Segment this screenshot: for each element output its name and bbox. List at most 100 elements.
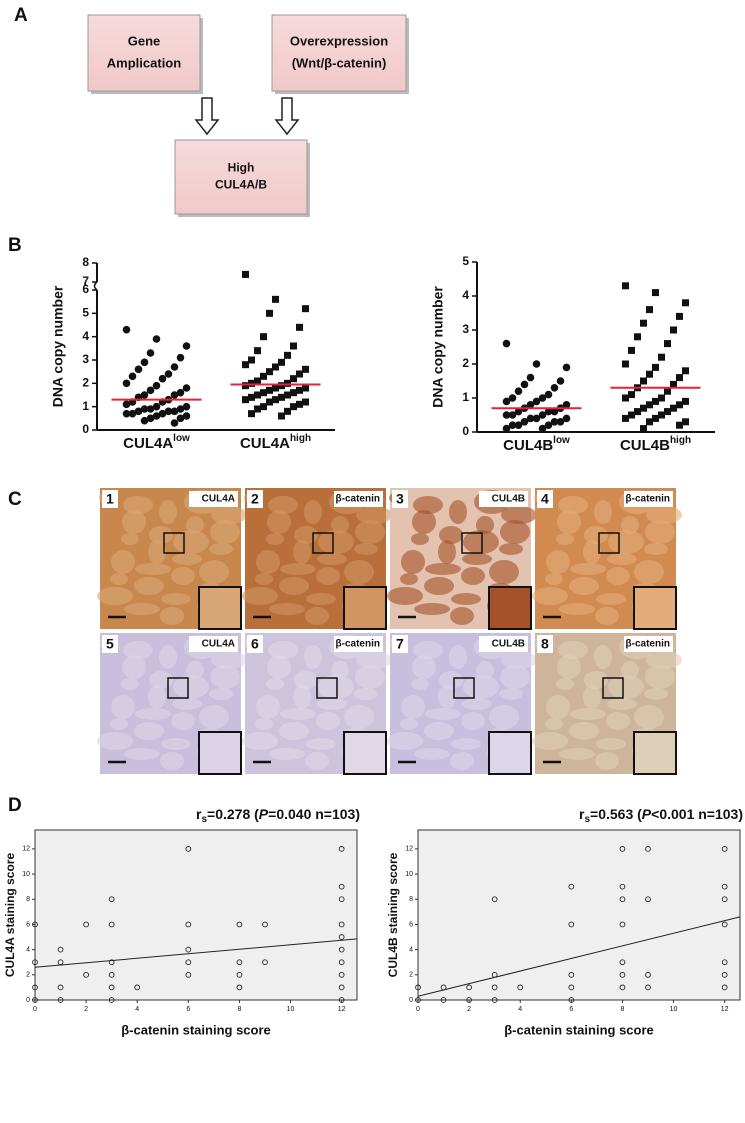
zoom-box (602, 677, 624, 699)
tissue-texture (387, 587, 423, 605)
y-tick-label: 6 (26, 921, 30, 928)
data-point (562, 414, 571, 423)
data-point (556, 377, 565, 385)
tissue-texture (451, 593, 481, 605)
tissue-texture (316, 567, 340, 585)
tissue-texture (401, 695, 425, 719)
data-point (556, 418, 565, 426)
tissue-texture (123, 641, 153, 659)
tissue-texture (500, 665, 530, 689)
data-point (721, 921, 728, 928)
tissue-texture (306, 738, 336, 750)
data-point (296, 400, 303, 408)
tissue-texture (171, 567, 195, 585)
tissue-texture (646, 651, 682, 669)
tissue-texture (570, 708, 606, 720)
micrograph-label: β-catenin (626, 639, 670, 650)
x-tick-label: 2 (467, 1006, 471, 1013)
arrow (274, 97, 300, 136)
tissue-texture (173, 675, 209, 699)
data-point (272, 363, 279, 371)
data-point (619, 921, 626, 928)
inset (343, 586, 387, 630)
tissue-texture (634, 560, 664, 584)
tissue-texture (644, 688, 668, 700)
tissue-texture (449, 500, 467, 524)
data-point (676, 312, 683, 320)
zoom-box (598, 532, 620, 554)
stat-annotation: rs=0.563 (P<0.001 n=103) (579, 806, 743, 825)
tissue-texture (266, 678, 284, 690)
data-point (170, 407, 179, 416)
data-point (544, 407, 553, 416)
tissue-texture (211, 506, 247, 524)
data-point (236, 959, 243, 966)
x-tick-label: 4 (135, 1006, 139, 1013)
data-point (664, 408, 671, 416)
data-point (302, 398, 309, 406)
data-point (338, 984, 345, 991)
tissue-texture (344, 705, 374, 729)
data-point (568, 997, 575, 1003)
tissue-texture (209, 688, 233, 700)
data-point (266, 386, 273, 394)
tissue-texture (279, 722, 309, 740)
data-point (266, 398, 273, 406)
tissue-texture (122, 510, 146, 534)
data-point (619, 971, 626, 978)
data-point (338, 883, 345, 890)
tissue-texture (331, 516, 349, 534)
data-point (682, 367, 689, 375)
tissue-texture (304, 500, 322, 524)
zoom-box (163, 532, 185, 554)
data-point (628, 391, 635, 399)
data-point (32, 921, 38, 928)
data-point (57, 997, 64, 1003)
data-point (619, 883, 626, 890)
tissue-texture (210, 520, 240, 544)
data-point (491, 997, 498, 1003)
data-point (532, 414, 541, 423)
tissue-texture (462, 698, 492, 710)
tissue-texture (489, 705, 519, 729)
data-point (108, 997, 115, 1003)
y-axis-title: CUL4A staining score (3, 853, 17, 978)
data-point (290, 342, 297, 350)
tissue-texture (256, 695, 280, 719)
tissue-texture (489, 560, 519, 584)
data-point (122, 409, 131, 418)
data-point (140, 405, 149, 413)
diagram-node (87, 14, 201, 92)
arrow (194, 97, 220, 136)
number-bg (247, 635, 263, 653)
data-point (466, 997, 472, 1003)
tissue-texture (171, 712, 195, 730)
tissue-texture (557, 510, 581, 534)
data-point (502, 339, 511, 348)
annotation-part: =0.040 n=103) (268, 806, 360, 822)
data-point (338, 934, 345, 940)
data-point (721, 846, 728, 852)
data-point (284, 379, 291, 387)
tissue-texture (266, 533, 284, 545)
data-point (152, 412, 161, 420)
tissue-texture (294, 671, 318, 689)
data-point (676, 374, 683, 382)
micrograph-label: β-catenin (336, 639, 380, 650)
y-tick-label: 4 (409, 946, 413, 953)
y-tick-label: 3 (82, 352, 89, 366)
data-point (664, 340, 671, 348)
data-point (185, 959, 192, 966)
x-tick-label: 2 (84, 1006, 88, 1013)
tissue-texture (356, 506, 392, 524)
micrograph-label: CUL4A (202, 639, 235, 650)
tissue-texture (558, 496, 588, 514)
data-point (248, 379, 255, 387)
data-point (266, 309, 273, 317)
data-point (568, 921, 575, 928)
tissue-texture (111, 550, 135, 574)
data-point (338, 997, 345, 1003)
category-superscript: low (173, 433, 190, 444)
tissue-texture (558, 641, 588, 659)
annotation-part: =0.278 ( (207, 806, 259, 822)
